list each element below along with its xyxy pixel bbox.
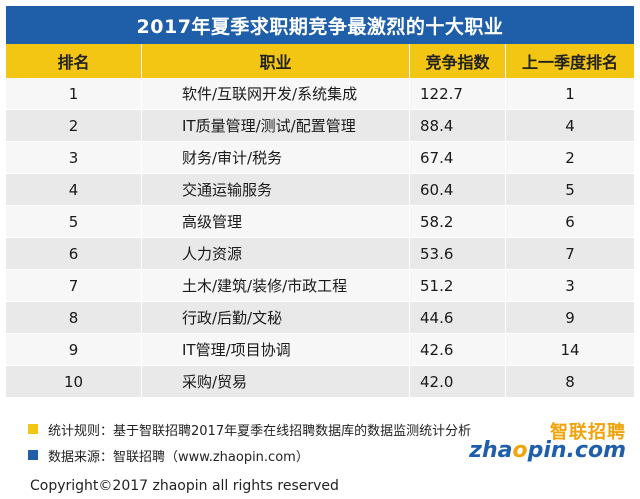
logo-en-pre: zha xyxy=(469,438,513,463)
prev-rank-cell: 5 xyxy=(565,180,575,199)
logo-en-post: pin.com xyxy=(527,438,626,463)
table-row: 4 交通运输服务 60.4 5 xyxy=(6,174,634,206)
prev-rank-cell: 4 xyxy=(565,116,575,135)
prev-rank-cell: 7 xyxy=(565,244,575,263)
rank-cell: 8 xyxy=(6,302,142,333)
index-cell: 88.4 xyxy=(410,110,506,141)
index-cell: 53.6 xyxy=(410,238,506,269)
index-cell: 122.7 xyxy=(410,78,506,109)
copyright: Copyright©2017 zhaopin all rights reserv… xyxy=(30,478,339,494)
table-row: 2 IT质量管理/测试/配置管理 88.4 4 xyxy=(6,110,634,142)
index-cell: 67.4 xyxy=(410,142,506,173)
header-prev-rank: 上一季度排名 xyxy=(521,53,618,72)
table-row: 1 软件/互联网开发/系统集成 122.7 1 xyxy=(6,78,634,110)
notes: 统计规则：基于智联招聘2017年夏季在线招聘数据库的数据监测统计分析 数据来源：… xyxy=(28,416,508,468)
job-cell: 行政/后勤/文秘 xyxy=(142,302,410,333)
note-source: 数据来源：智联招聘（www.zhaopin.com） xyxy=(28,442,508,468)
header-index: 竞争指数 xyxy=(410,44,506,78)
job-cell: IT管理/项目协调 xyxy=(142,334,410,365)
rank-cell: 9 xyxy=(6,334,142,365)
rank-cell: 6 xyxy=(6,238,142,269)
prev-rank-cell: 14 xyxy=(560,340,580,359)
table-row: 9 IT管理/项目协调 42.6 14 xyxy=(6,334,634,366)
job-cell: 人力资源 xyxy=(142,238,410,269)
job-cell: IT质量管理/测试/配置管理 xyxy=(142,110,410,141)
rank-cell: 5 xyxy=(6,206,142,237)
header-job: 职业 xyxy=(142,44,410,78)
job-cell: 软件/互联网开发/系统集成 xyxy=(142,78,410,109)
blue-square-icon xyxy=(28,450,38,460)
prev-rank-cell: 1 xyxy=(565,84,575,103)
job-cell: 采购/贸易 xyxy=(142,366,410,397)
table-header: 排名 职业 竞争指数 上一季度排名 xyxy=(6,44,634,78)
rank-cell: 7 xyxy=(6,270,142,301)
rank-cell: 3 xyxy=(6,142,142,173)
yellow-square-icon xyxy=(28,424,38,434)
note-rule-text: 统计规则：基于智联招聘2017年夏季在线招聘数据库的数据监测统计分析 xyxy=(48,423,472,439)
job-cell: 高级管理 xyxy=(142,206,410,237)
prev-rank-cell: 3 xyxy=(565,276,575,295)
table-row: 8 行政/后勤/文秘 44.6 9 xyxy=(6,302,634,334)
rank-cell: 2 xyxy=(6,110,142,141)
index-cell: 58.2 xyxy=(410,206,506,237)
index-cell: 42.0 xyxy=(410,366,506,397)
job-cell: 交通运输服务 xyxy=(142,174,410,205)
rank-cell: 1 xyxy=(6,78,142,109)
table-row: 3 财务/审计/税务 67.4 2 xyxy=(6,142,634,174)
note-source-text: 数据来源：智联招聘（www.zhaopin.com） xyxy=(48,449,309,465)
note-rule: 统计规则：基于智联招聘2017年夏季在线招聘数据库的数据监测统计分析 xyxy=(28,416,508,442)
index-cell: 42.6 xyxy=(410,334,506,365)
zhaopin-logo: 智联招聘 zhaopin.com xyxy=(469,418,632,468)
table-row: 10 采购/贸易 42.0 8 xyxy=(6,366,634,398)
prev-rank-cell: 9 xyxy=(565,308,575,327)
prev-rank-cell: 2 xyxy=(565,148,575,167)
rank-cell: 4 xyxy=(6,174,142,205)
table-row: 7 土木/建筑/装修/市政工程 51.2 3 xyxy=(6,270,634,302)
logo-chinese: 智联招聘 xyxy=(550,422,626,443)
table-row: 6 人力资源 53.6 7 xyxy=(6,238,634,270)
logo-english: zhaopin.com xyxy=(469,438,626,463)
table-body: 1 软件/互联网开发/系统集成 122.7 1 2 IT质量管理/测试/配置管理… xyxy=(6,78,634,398)
prev-rank-cell: 8 xyxy=(565,372,575,391)
table-title: 2017年夏季求职期竞争最激烈的十大职业 xyxy=(6,6,634,44)
header-rank: 排名 xyxy=(6,44,142,78)
prev-rank-cell: 6 xyxy=(565,212,575,231)
job-cell: 土木/建筑/装修/市政工程 xyxy=(142,270,410,301)
logo-en-o: o xyxy=(512,438,528,463)
index-cell: 51.2 xyxy=(410,270,506,301)
rank-cell: 10 xyxy=(6,366,142,397)
table-row: 5 高级管理 58.2 6 xyxy=(6,206,634,238)
index-cell: 44.6 xyxy=(410,302,506,333)
index-cell: 60.4 xyxy=(410,174,506,205)
job-cell: 财务/审计/税务 xyxy=(142,142,410,173)
